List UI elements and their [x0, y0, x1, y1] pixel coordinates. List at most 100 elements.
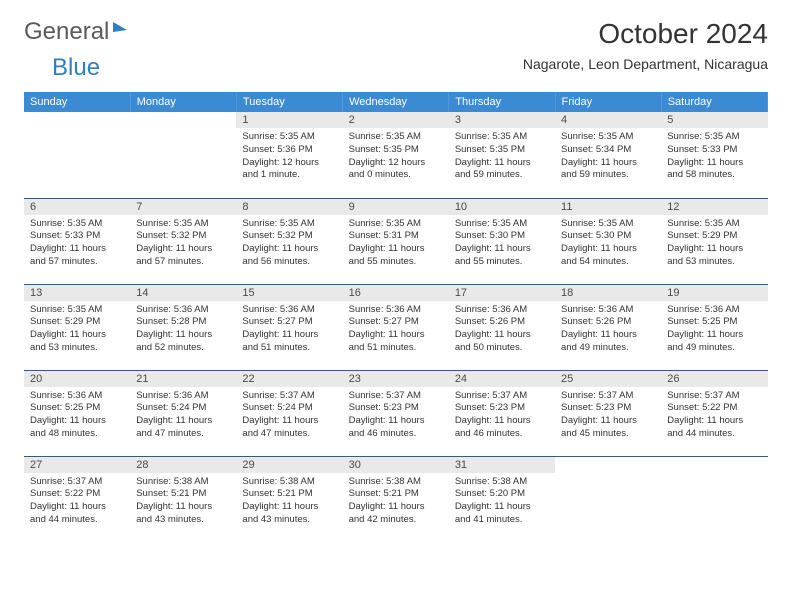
day-content: Sunrise: 5:36 AMSunset: 5:27 PMDaylight:… — [236, 301, 342, 358]
day-content: Sunrise: 5:36 AMSunset: 5:25 PMDaylight:… — [661, 301, 767, 358]
day-content: Sunrise: 5:36 AMSunset: 5:25 PMDaylight:… — [24, 387, 130, 444]
location: Nagarote, Leon Department, Nicaragua — [523, 56, 768, 72]
day-content: Sunrise: 5:37 AMSunset: 5:23 PMDaylight:… — [449, 387, 555, 444]
calendar-day-cell: 18Sunrise: 5:36 AMSunset: 5:26 PMDayligh… — [555, 284, 661, 370]
calendar-day-cell: 28Sunrise: 5:38 AMSunset: 5:21 PMDayligh… — [130, 456, 236, 542]
weekday-header: Tuesday — [236, 92, 342, 112]
calendar-day-cell: 31Sunrise: 5:38 AMSunset: 5:20 PMDayligh… — [449, 456, 555, 542]
day-number: 9 — [343, 199, 449, 215]
month-title: October 2024 — [523, 18, 768, 50]
calendar-day-cell: 7Sunrise: 5:35 AMSunset: 5:32 PMDaylight… — [130, 198, 236, 284]
day-number: 28 — [130, 457, 236, 473]
day-number: 29 — [236, 457, 342, 473]
calendar-day-cell: 27Sunrise: 5:37 AMSunset: 5:22 PMDayligh… — [24, 456, 130, 542]
calendar-week-row: 27Sunrise: 5:37 AMSunset: 5:22 PMDayligh… — [24, 456, 768, 542]
day-number: 23 — [343, 371, 449, 387]
calendar-day-cell: 5Sunrise: 5:35 AMSunset: 5:33 PMDaylight… — [661, 112, 767, 198]
day-content: Sunrise: 5:37 AMSunset: 5:23 PMDaylight:… — [343, 387, 449, 444]
day-number: 22 — [236, 371, 342, 387]
weekday-header: Friday — [555, 92, 661, 112]
calendar-day-cell: 1Sunrise: 5:35 AMSunset: 5:36 PMDaylight… — [236, 112, 342, 198]
calendar-day-cell: 2Sunrise: 5:35 AMSunset: 5:35 PMDaylight… — [343, 112, 449, 198]
calendar-day-cell: 10Sunrise: 5:35 AMSunset: 5:30 PMDayligh… — [449, 198, 555, 284]
calendar-day-cell: 20Sunrise: 5:36 AMSunset: 5:25 PMDayligh… — [24, 370, 130, 456]
calendar-day-cell: 29Sunrise: 5:38 AMSunset: 5:21 PMDayligh… — [236, 456, 342, 542]
day-content: Sunrise: 5:36 AMSunset: 5:26 PMDaylight:… — [555, 301, 661, 358]
day-number: 30 — [343, 457, 449, 473]
day-number: 8 — [236, 199, 342, 215]
day-content: Sunrise: 5:35 AMSunset: 5:33 PMDaylight:… — [24, 215, 130, 272]
calendar-day-cell: 25Sunrise: 5:37 AMSunset: 5:23 PMDayligh… — [555, 370, 661, 456]
day-content: Sunrise: 5:35 AMSunset: 5:29 PMDaylight:… — [661, 215, 767, 272]
day-content: Sunrise: 5:37 AMSunset: 5:24 PMDaylight:… — [236, 387, 342, 444]
day-number: 17 — [449, 285, 555, 301]
calendar-week-row: 6Sunrise: 5:35 AMSunset: 5:33 PMDaylight… — [24, 198, 768, 284]
day-number: 1 — [236, 112, 342, 128]
day-content: Sunrise: 5:35 AMSunset: 5:32 PMDaylight:… — [130, 215, 236, 272]
calendar-day-cell: 9Sunrise: 5:35 AMSunset: 5:31 PMDaylight… — [343, 198, 449, 284]
day-content: Sunrise: 5:38 AMSunset: 5:20 PMDaylight:… — [449, 473, 555, 530]
day-content: Sunrise: 5:35 AMSunset: 5:36 PMDaylight:… — [236, 128, 342, 185]
logo-text-blue: Blue — [52, 54, 100, 82]
weekday-header: Saturday — [661, 92, 767, 112]
day-number: 11 — [555, 199, 661, 215]
calendar-day-cell: 11Sunrise: 5:35 AMSunset: 5:30 PMDayligh… — [555, 198, 661, 284]
calendar-week-row: 13Sunrise: 5:35 AMSunset: 5:29 PMDayligh… — [24, 284, 768, 370]
logo: General — [24, 18, 129, 46]
day-number: 5 — [661, 112, 767, 128]
calendar-day-cell: 4Sunrise: 5:35 AMSunset: 5:34 PMDaylight… — [555, 112, 661, 198]
day-number: 20 — [24, 371, 130, 387]
day-content: Sunrise: 5:35 AMSunset: 5:35 PMDaylight:… — [343, 128, 449, 185]
day-number: 19 — [661, 285, 767, 301]
day-number: 15 — [236, 285, 342, 301]
day-content: Sunrise: 5:35 AMSunset: 5:30 PMDaylight:… — [449, 215, 555, 272]
title-block: October 2024 Nagarote, Leon Department, … — [523, 18, 768, 72]
day-number: 21 — [130, 371, 236, 387]
day-content: Sunrise: 5:36 AMSunset: 5:27 PMDaylight:… — [343, 301, 449, 358]
day-content: Sunrise: 5:36 AMSunset: 5:24 PMDaylight:… — [130, 387, 236, 444]
day-content: Sunrise: 5:35 AMSunset: 5:30 PMDaylight:… — [555, 215, 661, 272]
day-number: 25 — [555, 371, 661, 387]
day-content: Sunrise: 5:35 AMSunset: 5:29 PMDaylight:… — [24, 301, 130, 358]
calendar-day-cell: 15Sunrise: 5:36 AMSunset: 5:27 PMDayligh… — [236, 284, 342, 370]
sail-icon — [113, 20, 127, 32]
day-content: Sunrise: 5:35 AMSunset: 5:33 PMDaylight:… — [661, 128, 767, 185]
calendar-week-row: ....1Sunrise: 5:35 AMSunset: 5:36 PMDayl… — [24, 112, 768, 198]
day-content: Sunrise: 5:35 AMSunset: 5:32 PMDaylight:… — [236, 215, 342, 272]
calendar-day-cell: 26Sunrise: 5:37 AMSunset: 5:22 PMDayligh… — [661, 370, 767, 456]
calendar-day-cell: .. — [130, 112, 236, 198]
day-content: Sunrise: 5:35 AMSunset: 5:31 PMDaylight:… — [343, 215, 449, 272]
weekday-header: Thursday — [449, 92, 555, 112]
weekday-header: Monday — [130, 92, 236, 112]
day-number: 2 — [343, 112, 449, 128]
weekday-header: Sunday — [24, 92, 130, 112]
logo-text-general: General — [24, 18, 109, 46]
day-number: 4 — [555, 112, 661, 128]
day-content: Sunrise: 5:37 AMSunset: 5:22 PMDaylight:… — [24, 473, 130, 530]
weekday-header: Wednesday — [343, 92, 449, 112]
day-number: 12 — [661, 199, 767, 215]
calendar-day-cell: 19Sunrise: 5:36 AMSunset: 5:25 PMDayligh… — [661, 284, 767, 370]
calendar-day-cell: 22Sunrise: 5:37 AMSunset: 5:24 PMDayligh… — [236, 370, 342, 456]
calendar-header-row: SundayMondayTuesdayWednesdayThursdayFrid… — [24, 92, 768, 112]
day-number: 7 — [130, 199, 236, 215]
day-content: Sunrise: 5:37 AMSunset: 5:22 PMDaylight:… — [661, 387, 767, 444]
day-content: Sunrise: 5:36 AMSunset: 5:28 PMDaylight:… — [130, 301, 236, 358]
calendar-day-cell: 3Sunrise: 5:35 AMSunset: 5:35 PMDaylight… — [449, 112, 555, 198]
calendar-day-cell: 21Sunrise: 5:36 AMSunset: 5:24 PMDayligh… — [130, 370, 236, 456]
calendar-day-cell: 6Sunrise: 5:35 AMSunset: 5:33 PMDaylight… — [24, 198, 130, 284]
day-number: 13 — [24, 285, 130, 301]
day-number: 6 — [24, 199, 130, 215]
day-content: Sunrise: 5:38 AMSunset: 5:21 PMDaylight:… — [236, 473, 342, 530]
calendar-day-cell: 23Sunrise: 5:37 AMSunset: 5:23 PMDayligh… — [343, 370, 449, 456]
calendar-day-cell: 24Sunrise: 5:37 AMSunset: 5:23 PMDayligh… — [449, 370, 555, 456]
calendar-day-cell: .. — [661, 456, 767, 542]
calendar-table: SundayMondayTuesdayWednesdayThursdayFrid… — [24, 92, 768, 542]
calendar-day-cell: 30Sunrise: 5:38 AMSunset: 5:21 PMDayligh… — [343, 456, 449, 542]
day-content: Sunrise: 5:38 AMSunset: 5:21 PMDaylight:… — [130, 473, 236, 530]
day-number: 31 — [449, 457, 555, 473]
day-number: 14 — [130, 285, 236, 301]
day-number: 3 — [449, 112, 555, 128]
day-number: 24 — [449, 371, 555, 387]
calendar-day-cell: 8Sunrise: 5:35 AMSunset: 5:32 PMDaylight… — [236, 198, 342, 284]
